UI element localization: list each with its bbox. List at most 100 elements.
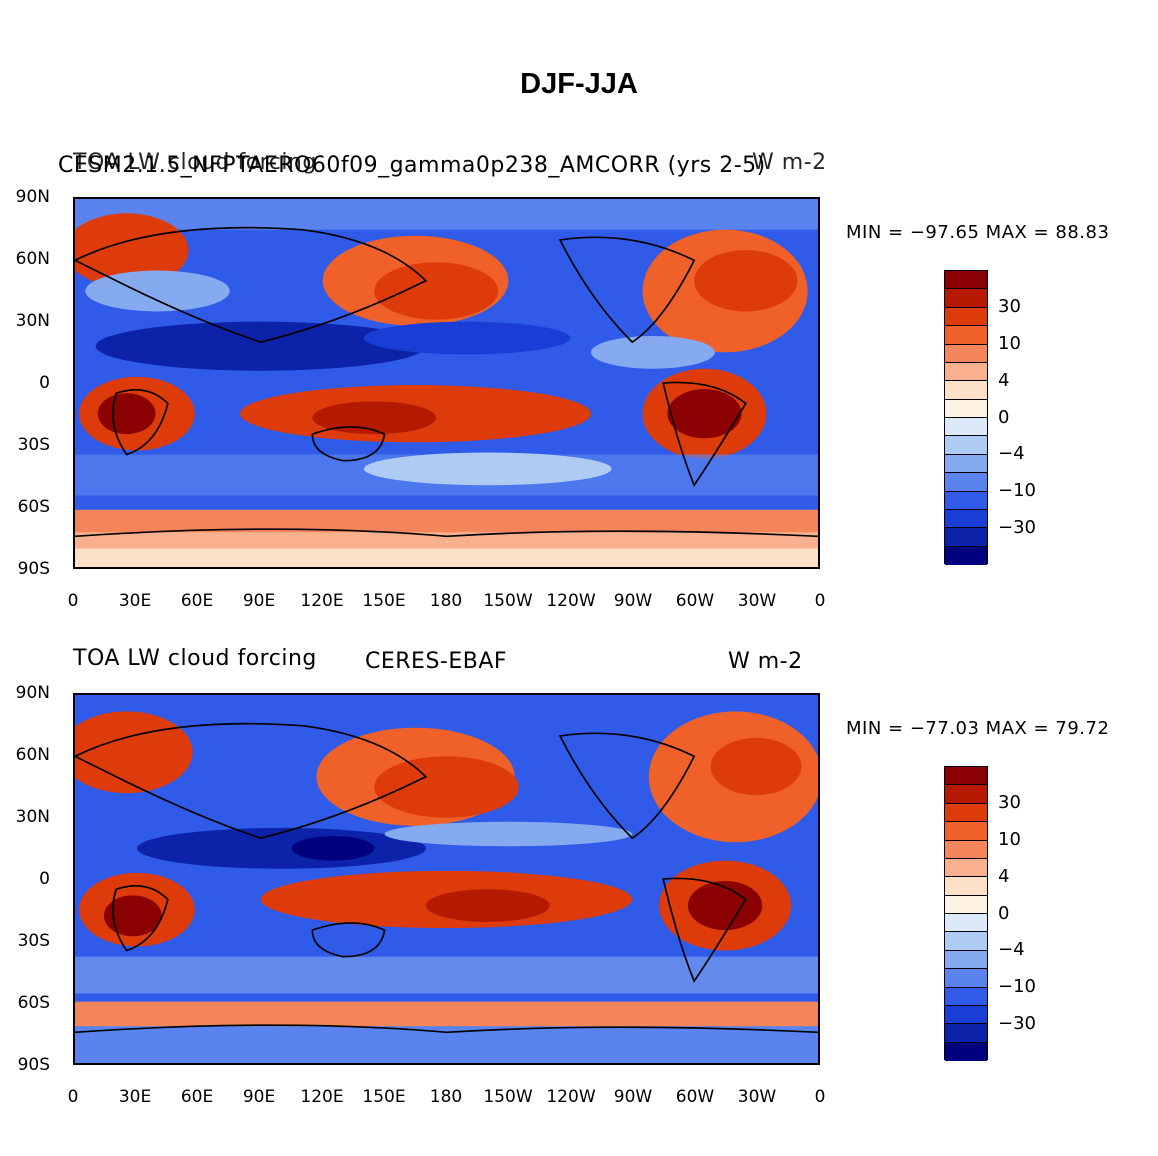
cloud-forcing-map bbox=[73, 693, 820, 1065]
colorbar-swatch bbox=[945, 473, 987, 492]
lon-label: 60W bbox=[675, 591, 715, 611]
lon-label: 120W bbox=[546, 1087, 596, 1107]
lon-label: 120E bbox=[300, 591, 344, 611]
lat-label: 90N bbox=[15, 187, 50, 207]
lon-label: 150E bbox=[362, 1087, 406, 1107]
colorbar-swatch bbox=[945, 932, 987, 951]
lon-label: 90E bbox=[242, 591, 276, 611]
colorbar-swatch bbox=[945, 1042, 987, 1061]
panel-center-title: CESM2.1.5_NFPTAERO60f09_gamma0p238_AMCOR… bbox=[58, 153, 766, 178]
colorbar-label: 4 bbox=[998, 370, 1010, 391]
colorbar-swatch bbox=[945, 509, 987, 529]
obs-panel: TOA LW cloud forcing CERES-EBAF W m-2 bbox=[0, 496, 1158, 1107]
colorbar-label: 10 bbox=[998, 333, 1021, 354]
colorbar-swatch bbox=[945, 1024, 987, 1043]
lon-label: 60W bbox=[675, 1087, 715, 1107]
colorbar-label: 30 bbox=[998, 296, 1021, 317]
lon-label: 90W bbox=[613, 1087, 653, 1107]
lon-label: 0 bbox=[814, 591, 826, 611]
colorbar bbox=[944, 270, 988, 565]
page-title: DJF-JJA bbox=[520, 68, 638, 100]
lon-label: 150E bbox=[362, 591, 406, 611]
lat-label: 60S bbox=[17, 497, 50, 517]
lon-label: 0 bbox=[67, 1087, 79, 1107]
colorbar-swatch bbox=[945, 969, 987, 988]
colorbar-swatch bbox=[945, 785, 987, 804]
colorbar-label: 4 bbox=[998, 866, 1010, 887]
colorbar-swatch bbox=[945, 822, 987, 841]
min-max-readout: MIN = −77.03 MAX = 79.72 bbox=[846, 718, 1110, 739]
colorbar-label: 0 bbox=[998, 903, 1010, 924]
lon-label: 30E bbox=[118, 591, 152, 611]
colorbar-label: −4 bbox=[998, 939, 1025, 960]
colorbar-swatch bbox=[945, 546, 987, 565]
colorbar-label: −10 bbox=[998, 480, 1036, 501]
colorbar-swatch bbox=[945, 436, 987, 455]
lon-label: 30W bbox=[737, 1087, 777, 1107]
colorbar-swatch bbox=[945, 326, 987, 345]
colorbar-swatch bbox=[945, 803, 987, 823]
colorbar-label: 0 bbox=[998, 407, 1010, 428]
lon-label: 30W bbox=[737, 591, 777, 611]
colorbar bbox=[944, 766, 988, 1061]
lon-label: 180 bbox=[429, 591, 463, 611]
lon-label: 0 bbox=[67, 591, 79, 611]
lon-label: 0 bbox=[814, 1087, 826, 1107]
lon-label: 90E bbox=[242, 1087, 276, 1107]
colorbar-swatch bbox=[945, 877, 987, 896]
panel-left-title: TOA LW cloud forcing bbox=[73, 150, 317, 175]
lat-label: 0 bbox=[39, 373, 50, 393]
lat-label: 30S bbox=[17, 931, 50, 951]
colorbar-swatch bbox=[945, 858, 987, 878]
lon-label: 90W bbox=[613, 591, 653, 611]
lon-label: 60E bbox=[180, 1087, 214, 1107]
colorbar-label: −10 bbox=[998, 976, 1036, 997]
panel-units: W m-2 bbox=[752, 150, 827, 175]
colorbar-swatch bbox=[945, 362, 987, 382]
colorbar-swatch bbox=[945, 987, 987, 1006]
min-max-readout: MIN = −97.65 MAX = 88.83 bbox=[846, 222, 1110, 243]
colorbar-swatch bbox=[945, 491, 987, 510]
colorbar-label: −30 bbox=[998, 1013, 1036, 1034]
lon-label: 30E bbox=[118, 1087, 152, 1107]
lat-label: 30N bbox=[15, 807, 50, 827]
lat-label: 90S bbox=[17, 559, 50, 579]
lat-label: 60N bbox=[15, 745, 50, 765]
lat-label: 60N bbox=[15, 249, 50, 269]
colorbar-label: 10 bbox=[998, 829, 1021, 850]
colorbar-swatch bbox=[945, 767, 987, 786]
colorbar-swatch bbox=[945, 895, 987, 914]
colorbar-swatch bbox=[945, 289, 987, 308]
colorbar-label: −4 bbox=[998, 443, 1025, 464]
colorbar-swatch bbox=[945, 381, 987, 400]
colorbar-swatch bbox=[945, 454, 987, 474]
panel-center-title: CERES-EBAF bbox=[365, 649, 508, 674]
colorbar-swatch bbox=[945, 271, 987, 290]
colorbar-swatch bbox=[945, 1005, 987, 1025]
lon-label: 60E bbox=[180, 591, 214, 611]
lon-label: 180 bbox=[429, 1087, 463, 1107]
colorbar-label: −30 bbox=[998, 517, 1036, 538]
lat-label: 60S bbox=[17, 993, 50, 1013]
panel-units: W m-2 bbox=[728, 649, 803, 674]
lat-label: 30N bbox=[15, 311, 50, 331]
colorbar-swatch bbox=[945, 950, 987, 970]
lat-label: 90S bbox=[17, 1055, 50, 1075]
colorbar-swatch bbox=[945, 914, 987, 933]
lat-label: 0 bbox=[39, 869, 50, 889]
colorbar-swatch bbox=[945, 840, 987, 859]
lon-label: 150W bbox=[483, 1087, 533, 1107]
lon-label: 150W bbox=[483, 591, 533, 611]
cloud-forcing-map bbox=[73, 197, 820, 569]
lon-label: 120E bbox=[300, 1087, 344, 1107]
panel-left-title: TOA LW cloud forcing bbox=[73, 646, 317, 671]
colorbar-swatch bbox=[945, 528, 987, 547]
lat-label: 90N bbox=[15, 683, 50, 703]
colorbar-swatch bbox=[945, 399, 987, 418]
colorbar-swatch bbox=[945, 307, 987, 327]
colorbar-label: 30 bbox=[998, 792, 1021, 813]
colorbar-swatch bbox=[945, 344, 987, 363]
model-panel: TOA LW cloud forcing CESM2.1.5_NFPTAERO6… bbox=[0, 0, 1158, 611]
colorbar-swatch bbox=[945, 418, 987, 437]
lat-label: 30S bbox=[17, 435, 50, 455]
